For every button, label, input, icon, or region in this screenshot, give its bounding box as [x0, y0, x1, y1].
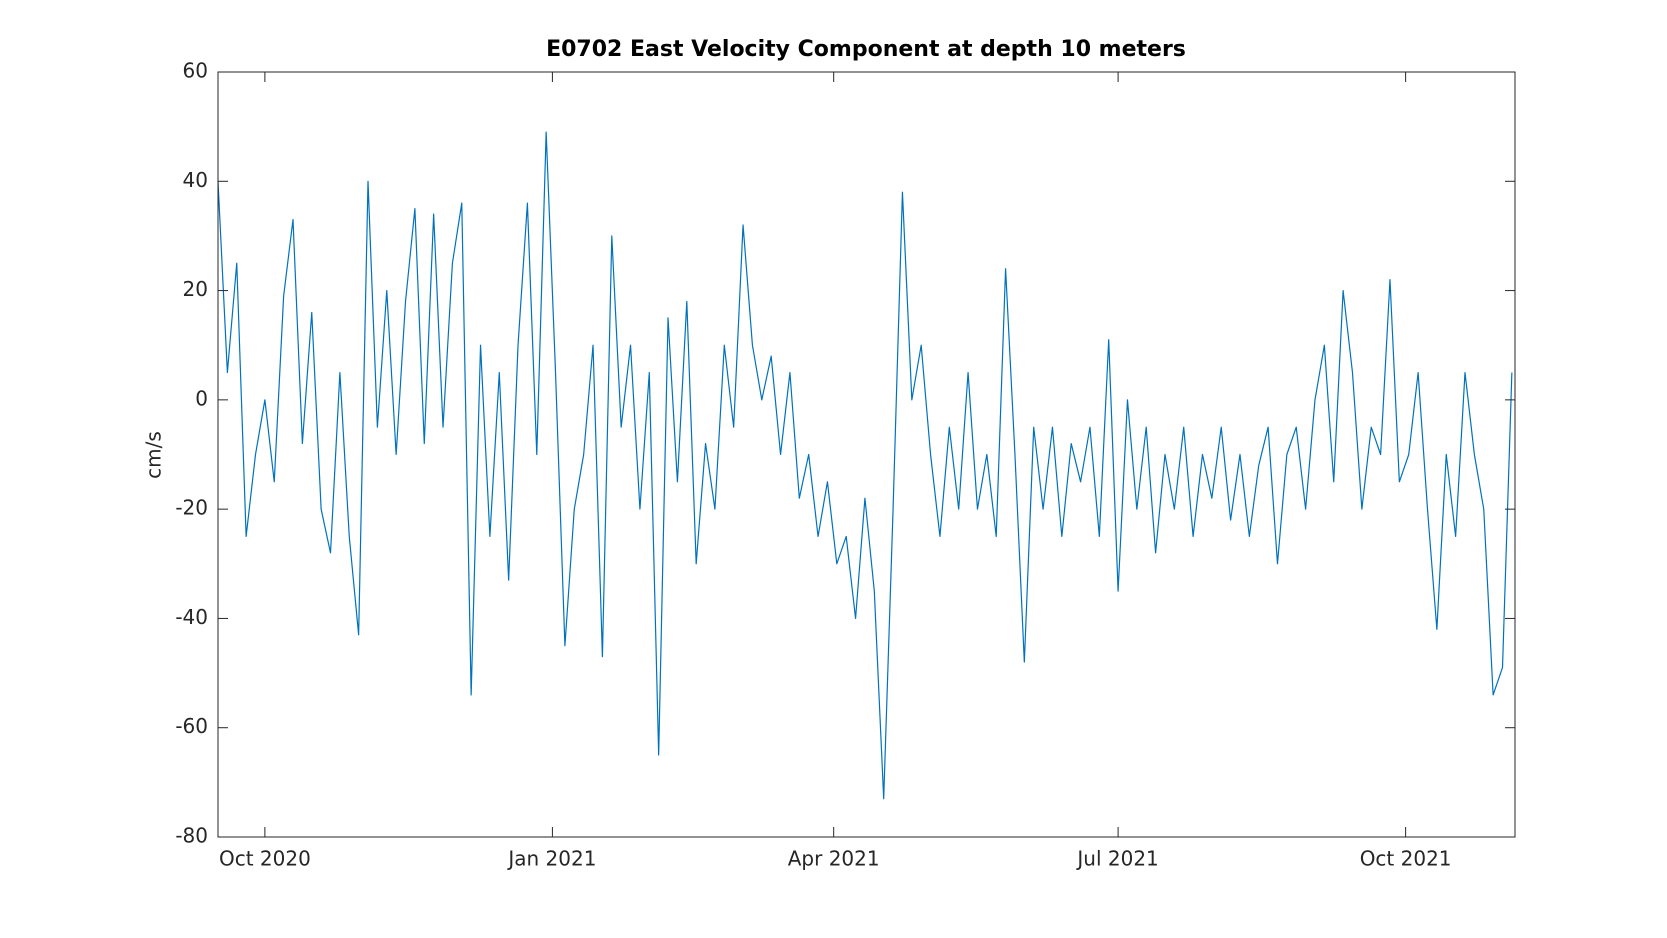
x-tick-label: Apr 2021: [788, 847, 880, 871]
data-line: [217, 131, 1513, 800]
x-tick-label: Jul 2021: [1075, 847, 1158, 871]
y-axis-label: cm/s: [142, 431, 166, 479]
y-tick-label: 60: [183, 59, 208, 83]
y-tick-label: -40: [175, 605, 208, 629]
y-tick-label: -60: [175, 714, 208, 738]
plot-frame: [217, 71, 1516, 838]
y-tick-label: -80: [175, 824, 208, 848]
chart-title: E0702 East Velocity Component at depth 1…: [546, 37, 1186, 62]
y-tick-label: 40: [183, 168, 208, 192]
y-tick-label: 20: [183, 277, 208, 301]
y-tick-label: -20: [175, 496, 208, 520]
x-tick-label: Oct 2021: [1360, 847, 1452, 871]
x-tick-label: Jan 2021: [506, 847, 596, 871]
y-tick-label: 0: [195, 386, 208, 410]
x-tick-label: Oct 2020: [219, 847, 311, 871]
